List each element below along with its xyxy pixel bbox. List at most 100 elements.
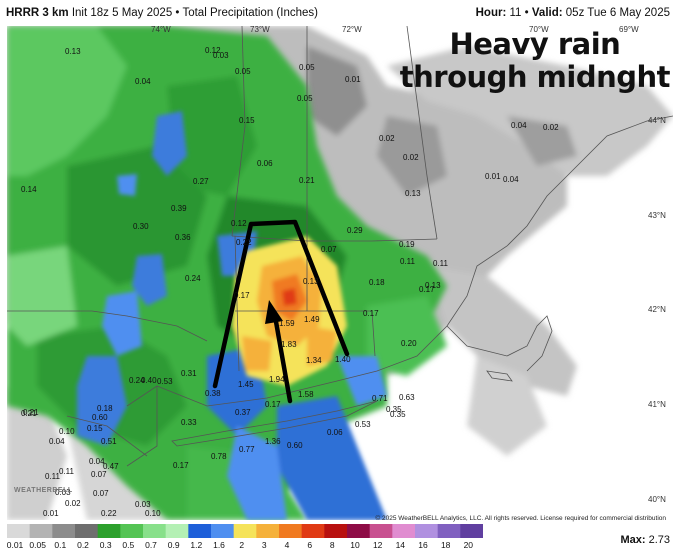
precip-value-label: 0.17 [419,285,435,294]
legend-swatch [52,524,76,538]
hour-value: 11 [509,7,522,19]
precip-value-label: 0.29 [347,226,363,235]
legend-swatch [233,524,257,538]
precip-value-label: 0.07 [321,245,337,254]
legend-label: 16 [418,540,428,550]
precip-value-label: 0.03 [213,51,229,60]
precip-value-label: 0.53 [157,377,173,386]
precip-value-label: 0.18 [369,278,385,287]
max-number: 2.73 [648,534,670,546]
state-line [126,385,158,467]
precip-value-label: 1.58 [298,390,314,399]
legend-swatch [279,524,303,538]
legend-label: 14 [395,540,406,550]
separator: • [524,7,529,19]
legend-label: 0.01 [6,540,24,550]
map-header: HRRR 3 km Init 18z 5 May 2025 • Total Pr… [0,0,680,26]
precip-value-label: 0.63 [399,393,415,402]
precip-value-label: 0.17 [173,461,189,470]
precip-value-label: 0.11 [45,472,61,481]
precip-value-label: 0.13 [65,47,81,56]
precip-value-label: 1.94 [269,375,285,384]
legend-label: 6 [307,540,313,550]
hour-label: Hour: [475,7,507,19]
precip-value-label: 0.17 [363,309,379,318]
precipitation-map: 74°W 73°W 72°W 70°W 69°W 44°N 43°N 42°N … [7,26,673,520]
legend-label: 8 [329,540,335,550]
island [486,370,513,382]
precip-value-label: 0.22 [236,238,252,247]
legend-label: 10 [350,540,360,550]
precip-value-label: 0.01 [43,509,59,518]
highlight-trapezoid [212,219,350,389]
precip-value-label: 1.49 [304,315,320,324]
precip-value-label: 0.47 [103,462,119,471]
precip-value-label: 0.35 [390,410,406,419]
precip-value-label: 0.33 [181,418,197,427]
precip-value-label: 0.07 [91,470,107,479]
precip-value-label: 1.83 [281,340,297,349]
legend-label: 4 [284,540,290,550]
precip-value-label: 0.10 [59,427,75,436]
overlay-title-line2: through midnght [399,60,671,94]
precip-value-label: 0.04 [135,77,151,86]
valid-label: Valid: [531,7,563,19]
lat-label: 41°N [648,400,666,409]
legend-swatch [256,524,280,538]
precip-value-label: 0.10 [145,509,161,518]
precip-value-label: 0.31 [181,369,197,378]
precip-value-label: 0.05 [297,94,313,103]
precip-value-label: 0.04 [49,437,65,446]
precip-value-label: 0.06 [257,159,273,168]
precip-value-label: 0.36 [175,233,191,242]
precip-value-label: 0.13 [405,189,421,198]
precip-value-label: 0.60 [287,441,303,450]
precip-legend-labels: 0.01 0.05 0.1 0.2 0.3 0.5 0.7 0.9 1.2 1.6 2 3 4 6 8 10 1… [7,540,483,554]
precip-value-label: 0.06 [327,428,343,437]
legend-label: 0.3 [99,540,112,550]
legend-swatch [120,524,144,538]
precip-value-label: 0.35 [386,405,402,414]
precip-value-label: 0.30 [133,222,149,231]
precip-value-label: 1.36 [265,437,281,446]
header-right: Hour: 11 • Valid: 05z Tue 6 May 2025 [476,7,670,19]
state-line [235,310,376,357]
precip-legend-bar [7,524,483,538]
precip-value-label: 0.04 [89,457,105,466]
precip-value-label: 0.02 [403,153,419,162]
precip-value-label: 0.02 [379,134,395,143]
lon-label: 69°W [619,26,639,34]
lat-label: 43°N [648,211,666,220]
precip-value-label: 0.04 [511,121,527,130]
precip-value-label: 0.40 [141,376,157,385]
legend-label: 3 [261,540,267,550]
legend-label: 0.2 [77,540,89,550]
precip-value-label: 1.59 [279,319,295,328]
legend-swatch [143,524,167,538]
legend-label: 2 [239,540,245,550]
max-label: Max: [620,534,646,546]
precip-value-label: 0.18 [97,404,113,413]
legend-swatch [460,524,483,538]
annotation-arrow [265,300,293,404]
precip-value-label: 0.19 [399,240,415,249]
precip-value-label: 0.21 [299,176,315,185]
lon-label: 70°W [529,26,549,34]
precip-value-label: 0.12 [231,219,247,228]
precip-value-label: 0.24 [129,376,145,385]
precip-value-label: 0.02 [65,499,81,508]
lat-label: 42°N [648,305,666,314]
precip-value-label: 0.20 [401,339,417,348]
graticule-labels: 74°W 73°W 72°W 70°W 69°W 44°N 43°N 42°N … [151,26,666,504]
legend-swatch [392,524,416,538]
legend-label: 0.7 [145,540,157,550]
overlay-title: Heavy rain through midnght [399,28,671,94]
legend-swatch [369,524,393,538]
precip-value-label: 0.24 [185,274,201,283]
precip-value-label: 0.22 [101,509,117,518]
lon-label: 74°W [151,26,171,34]
precip-value-label: 0.78 [211,452,227,461]
precip-value-label: 0.01 [485,172,501,181]
separator: • [175,7,180,19]
long-island [171,400,378,447]
